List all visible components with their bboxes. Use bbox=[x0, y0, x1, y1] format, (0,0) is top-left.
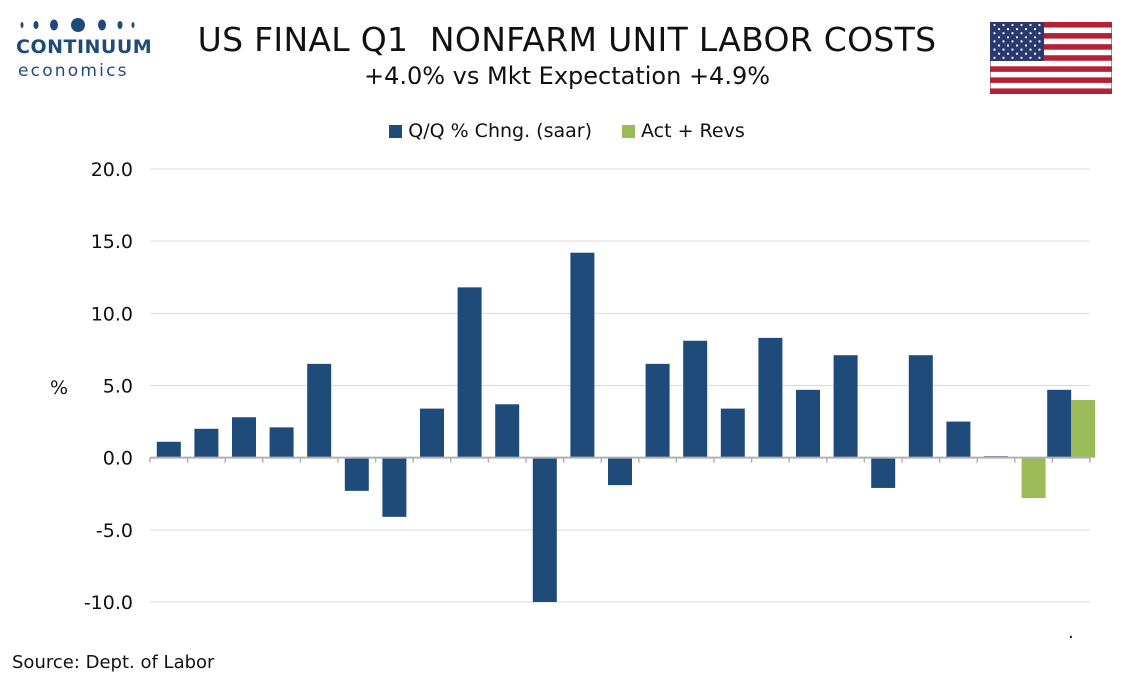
legend-swatch-act bbox=[622, 124, 635, 138]
bar-qq bbox=[946, 421, 971, 458]
bar-qq bbox=[984, 456, 1008, 458]
bar-qq bbox=[344, 457, 369, 491]
bar-qq bbox=[758, 337, 783, 458]
chart-legend: Q/Q % Chng. (saar) Act + Revs bbox=[0, 120, 1134, 142]
y-tick-label: 15.0 bbox=[91, 231, 133, 253]
chart-subtitle: +4.0% vs Mkt Expectation +4.9% bbox=[363, 62, 771, 90]
y-tick-label: -5.0 bbox=[96, 520, 133, 542]
bar-qq bbox=[871, 457, 896, 488]
bar-qq bbox=[307, 363, 332, 458]
bar-qq bbox=[570, 252, 595, 458]
source-note: Source: Dept. of Labor bbox=[12, 652, 215, 673]
footer-mark: . bbox=[1068, 622, 1074, 643]
legend-label-act: Act + Revs bbox=[641, 120, 745, 142]
bar-qq bbox=[232, 417, 256, 458]
bar-qq bbox=[1047, 389, 1072, 458]
bar-qq bbox=[720, 408, 745, 458]
y-tick-label: 5.0 bbox=[103, 376, 133, 398]
bar-qq bbox=[683, 340, 708, 458]
y-tick-label: 20.0 bbox=[91, 159, 133, 181]
us-flag-icon bbox=[990, 22, 1112, 94]
legend-item-act: Act + Revs bbox=[622, 120, 745, 142]
y-tick-label: 10.0 bbox=[91, 303, 133, 325]
logo-dots-icon bbox=[20, 18, 135, 32]
legend-item-qq: Q/Q % Chng. (saar) bbox=[389, 120, 592, 142]
bar-qq bbox=[645, 363, 670, 458]
chart-title: US FINAL Q1 NONFARM UNIT LABOR COSTS bbox=[197, 20, 937, 59]
bar-act-revs bbox=[1071, 399, 1096, 458]
logo-text-economics: economics bbox=[18, 61, 129, 81]
bar-qq bbox=[608, 457, 632, 486]
bar-qq bbox=[833, 355, 858, 458]
bar-qq bbox=[382, 457, 407, 517]
bar-qq bbox=[796, 389, 820, 458]
bar-qq bbox=[269, 427, 294, 458]
bar-qq bbox=[457, 287, 482, 458]
bar-qq bbox=[194, 428, 219, 458]
y-axis-label: % bbox=[50, 377, 68, 399]
y-tick-label: -10.0 bbox=[84, 592, 133, 614]
bar-qq bbox=[156, 441, 181, 458]
logo-text-continuum: CONTINUUM bbox=[16, 36, 153, 58]
legend-label-qq: Q/Q % Chng. (saar) bbox=[408, 120, 592, 142]
bar-qq bbox=[495, 404, 520, 458]
legend-swatch-qq bbox=[389, 124, 403, 138]
bar-act-revs bbox=[1021, 457, 1046, 499]
continuum-logo: CONTINUUM economics bbox=[10, 12, 152, 81]
bar-qq bbox=[908, 355, 933, 458]
y-tick-label: 0.0 bbox=[103, 448, 133, 470]
bar-qq bbox=[532, 457, 557, 602]
bar-qq bbox=[420, 408, 444, 458]
